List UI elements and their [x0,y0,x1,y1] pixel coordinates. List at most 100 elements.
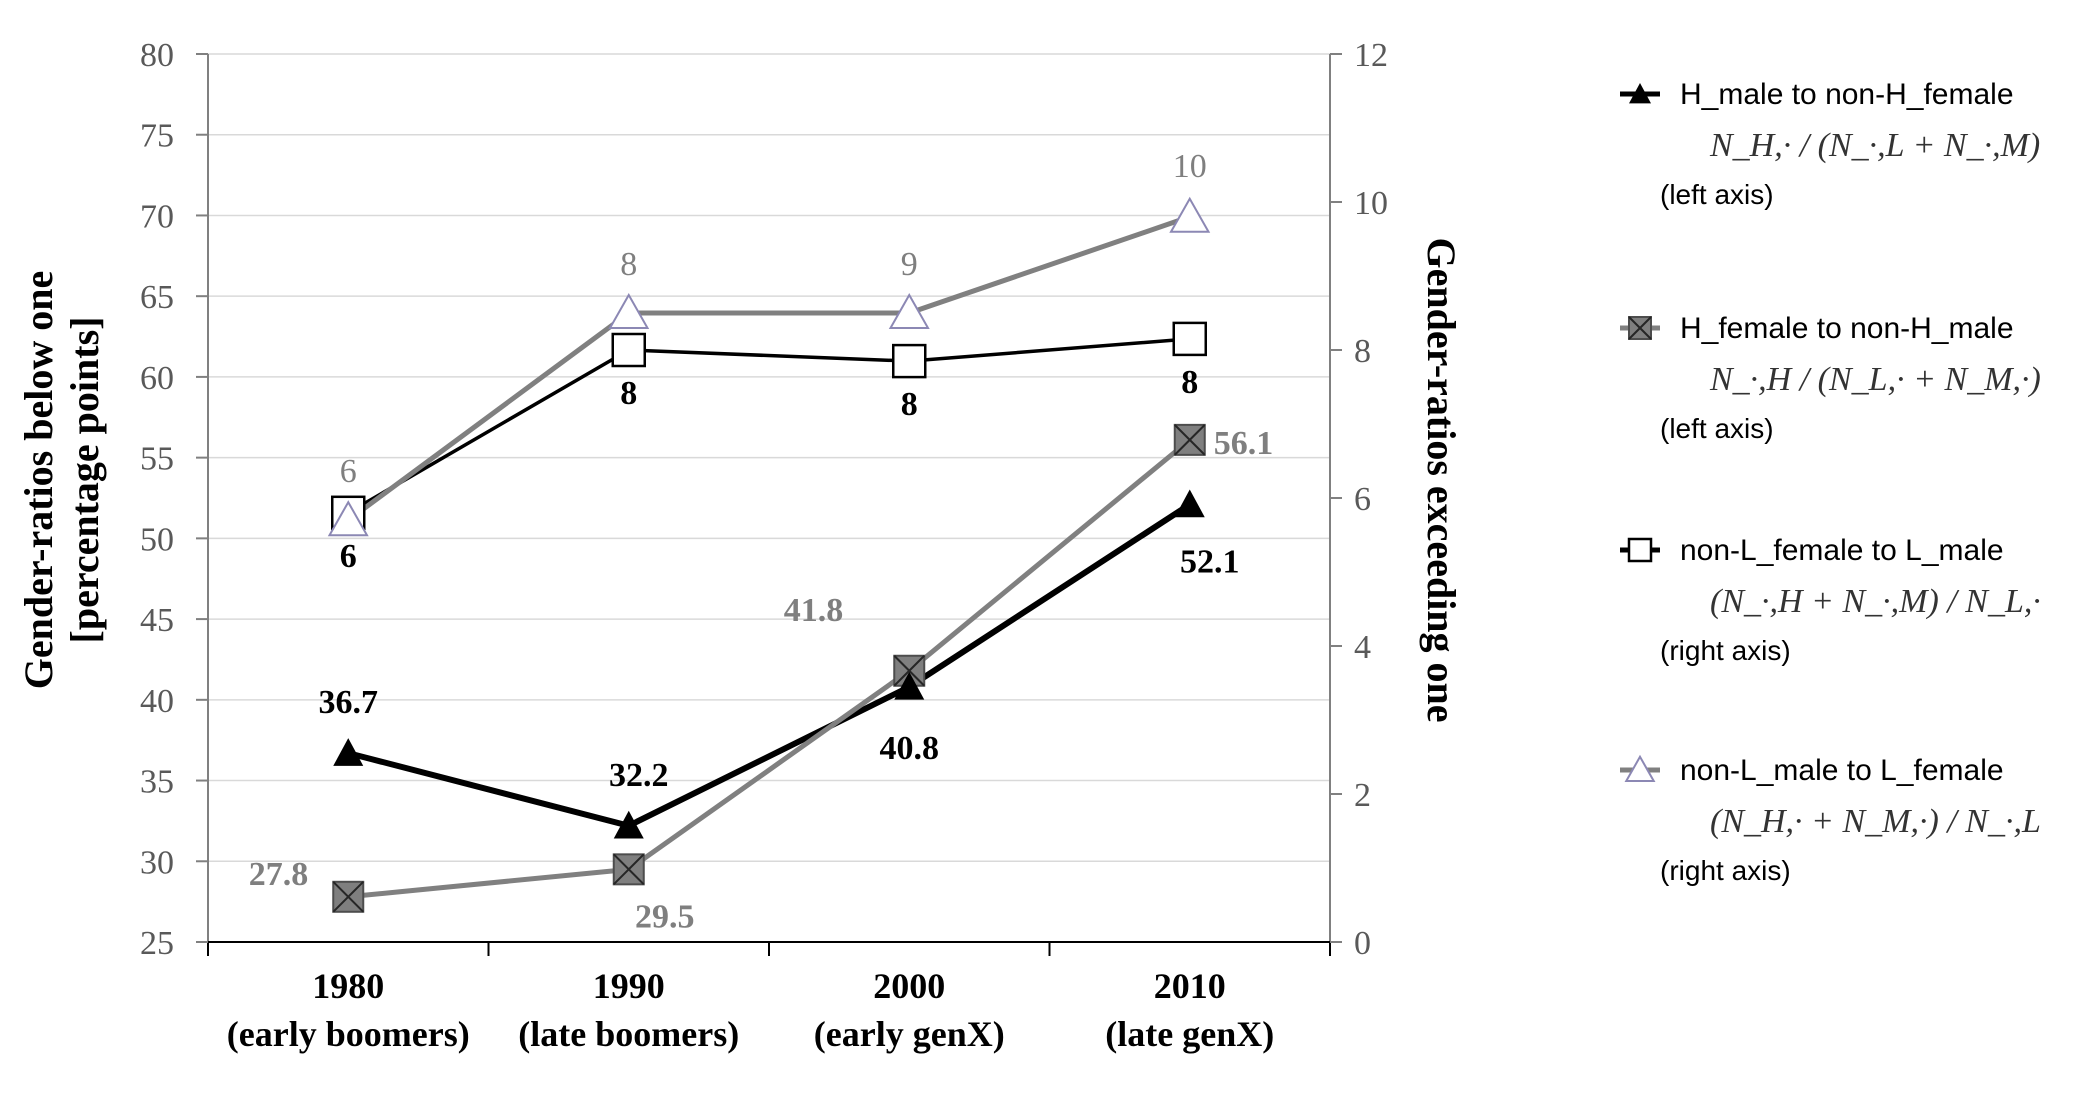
data-label: 29.5 [635,898,695,935]
series-line [347,501,1192,829]
left-tick-label: 70 [140,198,174,235]
marker-triangle-filled [333,738,364,766]
legend-item: non-L_male to L_female (N_H,· + N_M,·) / … [1620,754,2041,886]
marker-square-x-stroke [1628,316,1652,340]
legend-item: non-L_female to L_male (N_·,H + N_·,M) / … [1620,534,2041,666]
data-label: 8 [620,246,637,283]
left-tick-label: 35 [140,764,174,801]
legend-label: H_male to non-H_female [1680,78,2014,111]
right-axis-title: Gender-ratios exceeding one [1419,237,1464,722]
category-sublabel: (early boomers) [227,1014,470,1054]
legend-item: H_male to non-H_female N_H,· / (N_·,L + N… [1620,78,2040,210]
marker-triangle-filled [1629,83,1651,104]
left-axis-ticks: 25 30 35 40 45 50 55 60 65 70 75 80 [140,37,208,962]
data-label: 41.8 [784,592,844,629]
right-tick-label: 2 [1354,777,1371,814]
marker-square-open [1172,321,1207,357]
data-label: 8 [901,386,918,423]
series-line [346,214,1191,523]
marker-triangle-open [608,292,650,329]
left-axis-title-line2: [percentage points] [62,317,107,644]
legend: H_male to non-H_female N_H,· / (N_·,L + N… [1620,78,2041,886]
legend-axis-note: (left axis) [1660,179,1774,210]
axes [207,54,1331,956]
data-label: 10 [1173,148,1207,185]
marker-triangle-open [1624,754,1656,782]
right-tick-label: 4 [1354,629,1371,666]
legend-axis-note: (left axis) [1660,413,1774,444]
left-tick-label: 75 [140,118,174,155]
marker-square-open [1627,537,1653,563]
category-label: 1980 [312,966,384,1006]
data-label: 56.1 [1214,425,1274,462]
marker-triangle-open [1169,196,1211,233]
marker-square-x [332,880,365,913]
category-sublabel: (late genX) [1105,1014,1274,1054]
marker-square-x [1173,423,1206,456]
data-label: 32.2 [609,757,669,794]
right-tick-label: 12 [1354,37,1388,74]
marker-triangle-open [327,500,369,537]
marker-triangle-open [888,292,930,329]
left-tick-label: 55 [140,441,174,478]
data-label: 36.7 [319,684,379,721]
marker-square-open [611,332,646,368]
right-tick-label: 8 [1354,333,1371,370]
category-labels: 1980 (early boomers) 1990 (late boomers) 200… [227,966,1274,1054]
data-label: 52.1 [1180,543,1240,580]
marker-square-x-stroke [332,881,364,913]
marker-square-open [892,343,927,379]
data-label: 9 [901,246,918,283]
marker-square-x [1628,316,1652,340]
data-labels: 36.7 32.2 40.8 52.1 27.8 29.5 41.8 56.1 6 8 8 8 6 8 9 1… [249,148,1274,936]
category-sublabel: (early genX) [814,1014,1005,1054]
marker-square-x [612,853,645,886]
category-label: 2010 [1154,966,1226,1006]
legend-formula: N_H,· / (N_·,L + N_·,M) [1709,127,2040,164]
data-label: 40.8 [880,730,940,767]
gridlines [208,53,1330,863]
left-axis-title-line1: Gender-ratios below one [16,271,61,689]
left-tick-label: 30 [140,844,174,881]
series-markers [327,196,1211,913]
data-label: 8 [1181,364,1198,401]
data-label: 27.8 [249,856,309,893]
data-label: 6 [340,453,357,490]
marker-square-x-stroke [893,655,925,687]
right-tick-label: 10 [1354,185,1388,222]
legend-formula: N_·,H / (N_L,· + N_M,·) [1709,361,2041,398]
category-label: 2000 [873,966,945,1006]
left-tick-label: 60 [140,360,174,397]
legend-formula: (N_·,H + N_·,M) / N_L,· [1710,583,2041,620]
left-tick-label: 40 [140,683,174,720]
legend-axis-note: (right axis) [1660,635,1791,666]
marker-triangle-filled [894,671,925,700]
right-tick-label: 0 [1354,925,1371,962]
left-axis-title: Gender-ratios below one [percentage poin… [16,271,107,689]
legend-label: non-L_male to L_female [1680,754,2004,787]
right-tick-label: 6 [1354,481,1371,518]
legend-axis-note: (right axis) [1660,855,1791,886]
data-label: 8 [620,375,637,412]
left-tick-label: 50 [140,521,174,558]
legend-formula: (N_H,· + N_M,·) / N_·,L [1710,803,2041,840]
marker-square-x-stroke [613,853,645,886]
legend-label: non-L_female to L_male [1680,534,2004,567]
marker-square-x-stroke [1174,424,1206,456]
series-line [348,437,1192,900]
data-label: 6 [340,538,357,575]
category-sublabel: (late boomers) [518,1014,739,1054]
legend-item: H_female to non-H_male N_·,H / (N_L,· + N… [1620,312,2041,444]
right-axis-ticks: 0 2 4 6 8 10 12 [1330,37,1388,962]
series-line [347,337,1190,515]
marker-triangle-filled [1174,489,1205,518]
category-label: 1990 [593,966,665,1006]
marker-triangle-filled [613,810,644,839]
legend-label: H_female to non-H_male [1680,312,2014,345]
left-tick-label: 45 [140,602,174,639]
left-tick-label: 65 [140,279,174,316]
series-lines [346,214,1192,900]
left-tick-label: 80 [140,37,174,74]
left-tick-label: 25 [140,925,174,962]
